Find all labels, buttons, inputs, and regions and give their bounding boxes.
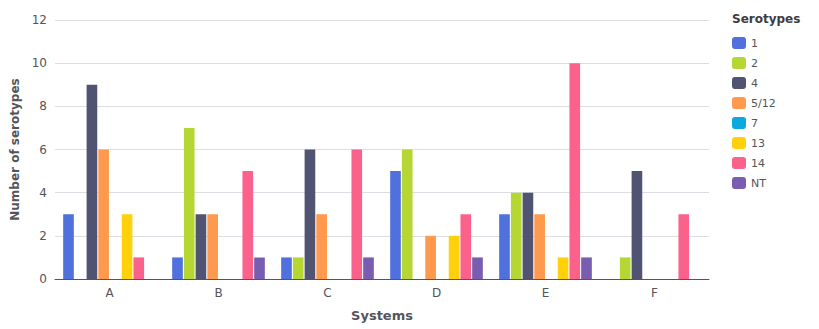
svg-text:A: A (105, 286, 114, 300)
svg-text:NT: NT (751, 177, 766, 190)
svg-text:Systems: Systems (351, 308, 413, 323)
svg-text:Number of serotypes: Number of serotypes (8, 78, 22, 220)
svg-text:2: 2 (39, 229, 47, 243)
svg-text:5/12: 5/12 (751, 97, 776, 110)
svg-text:14: 14 (751, 157, 765, 170)
svg-text:E: E (542, 286, 550, 300)
svg-text:B: B (214, 286, 222, 300)
svg-text:4: 4 (39, 186, 47, 200)
svg-text:4: 4 (751, 77, 758, 90)
svg-text:6: 6 (39, 143, 47, 157)
svg-text:F: F (651, 286, 658, 300)
svg-text:2: 2 (751, 57, 758, 70)
svg-text:7: 7 (751, 117, 758, 130)
svg-text:13: 13 (751, 137, 765, 150)
svg-text:Serotypes: Serotypes (732, 12, 800, 26)
svg-text:12: 12 (32, 13, 47, 27)
svg-text:10: 10 (32, 56, 47, 70)
svg-text:C: C (323, 286, 331, 300)
svg-text:8: 8 (39, 99, 47, 113)
svg-text:D: D (432, 286, 441, 300)
svg-text:0: 0 (39, 272, 47, 286)
svg-text:1: 1 (751, 37, 758, 50)
